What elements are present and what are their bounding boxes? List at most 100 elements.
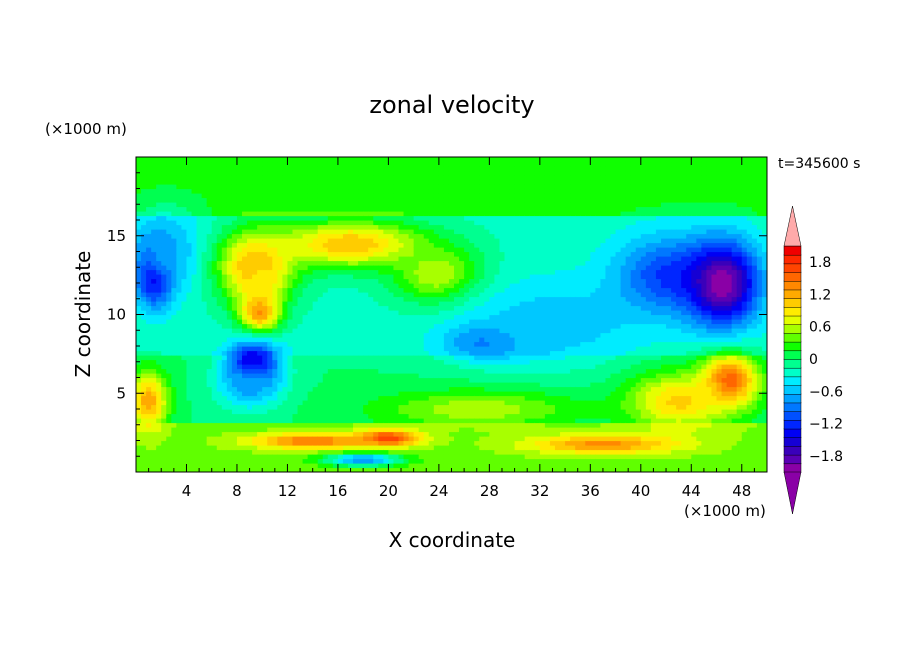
field-cell — [252, 427, 258, 433]
field-cell — [398, 418, 405, 424]
field-cell — [247, 170, 253, 176]
field-cell — [161, 364, 167, 370]
field-cell — [317, 395, 324, 401]
field-cell — [337, 341, 344, 347]
field-cell — [146, 278, 152, 284]
field-cell — [337, 449, 344, 455]
field-cell — [464, 413, 470, 419]
field-cell — [337, 355, 344, 361]
field-cell — [469, 305, 475, 311]
field-cell — [368, 382, 374, 388]
field-cell — [469, 355, 475, 361]
field-cell — [151, 346, 157, 352]
field-cell — [146, 404, 152, 410]
field-cell — [156, 278, 162, 284]
field-cell — [443, 256, 450, 262]
field-cell — [312, 179, 319, 185]
field-cell — [469, 314, 475, 320]
field-cell — [342, 427, 349, 433]
field-cell — [474, 422, 480, 428]
field-cell — [388, 301, 395, 307]
field-cell — [176, 341, 183, 347]
field-cell — [368, 341, 374, 347]
field-cell — [388, 440, 395, 446]
field-cell — [242, 404, 248, 410]
field-cell — [484, 260, 490, 266]
field-cell — [166, 157, 172, 163]
field-cell — [201, 314, 208, 320]
field-cell — [297, 170, 304, 176]
field-cell — [236, 346, 243, 352]
field-cell — [236, 319, 243, 325]
field-cell — [428, 368, 435, 374]
field-cell — [211, 422, 218, 428]
field-cell — [181, 310, 188, 316]
field-cell — [342, 382, 349, 388]
field-cell — [287, 184, 294, 190]
field-cell — [277, 454, 283, 460]
field-cell — [373, 431, 379, 437]
field-cell — [368, 287, 374, 293]
field-cell — [423, 233, 430, 239]
field-cell — [403, 314, 410, 320]
field-cell — [464, 436, 470, 442]
field-cell — [393, 404, 400, 410]
field-cell — [474, 301, 480, 307]
field-cell — [363, 364, 369, 370]
field-cell — [257, 463, 263, 469]
field-cell — [297, 391, 304, 397]
field-cell — [176, 215, 183, 221]
field-cell — [267, 224, 273, 230]
field-cell — [418, 458, 425, 464]
field-cell — [358, 431, 364, 437]
field-cell — [484, 355, 490, 361]
field-cell — [423, 346, 430, 352]
field-cell — [171, 283, 177, 289]
field-cell — [484, 274, 490, 280]
field-cell — [408, 431, 415, 437]
field-cell — [247, 256, 253, 262]
field-cell — [438, 458, 445, 464]
field-cell — [474, 247, 480, 253]
field-cell — [393, 463, 400, 469]
field-cell — [418, 418, 425, 424]
field-cell — [408, 206, 415, 212]
field-cell — [443, 422, 450, 428]
field-cell — [181, 355, 188, 361]
field-cell — [171, 341, 177, 347]
field-cell — [181, 233, 188, 239]
field-cell — [332, 350, 339, 356]
field-cell — [161, 287, 167, 293]
field-cell — [312, 409, 319, 415]
field-cell — [282, 188, 289, 194]
field-cell — [418, 247, 425, 253]
field-cell — [459, 413, 465, 419]
field-cell — [317, 220, 324, 226]
field-cell — [247, 274, 253, 280]
field-cell — [287, 314, 294, 320]
field-cell — [317, 215, 324, 221]
field-cell — [252, 400, 258, 406]
field-cell — [408, 382, 415, 388]
field-cell — [156, 247, 162, 253]
field-cell — [423, 359, 430, 365]
field-cell — [398, 170, 405, 176]
field-cell — [327, 179, 334, 185]
field-cell — [363, 233, 369, 239]
field-cell — [272, 220, 278, 226]
field-cell — [332, 265, 339, 271]
field-cell — [459, 386, 465, 392]
field-cell — [297, 188, 304, 194]
field-cell — [459, 215, 465, 221]
field-cell — [297, 283, 304, 289]
field-cell — [469, 188, 475, 194]
field-cell — [383, 328, 389, 334]
field-cell — [231, 161, 238, 167]
field-cell — [146, 229, 152, 235]
field-cell — [358, 386, 364, 392]
field-cell — [474, 238, 480, 244]
field-cell — [216, 170, 223, 176]
field-cell — [464, 269, 470, 275]
field-cell — [267, 179, 273, 185]
field-cell — [156, 355, 162, 361]
